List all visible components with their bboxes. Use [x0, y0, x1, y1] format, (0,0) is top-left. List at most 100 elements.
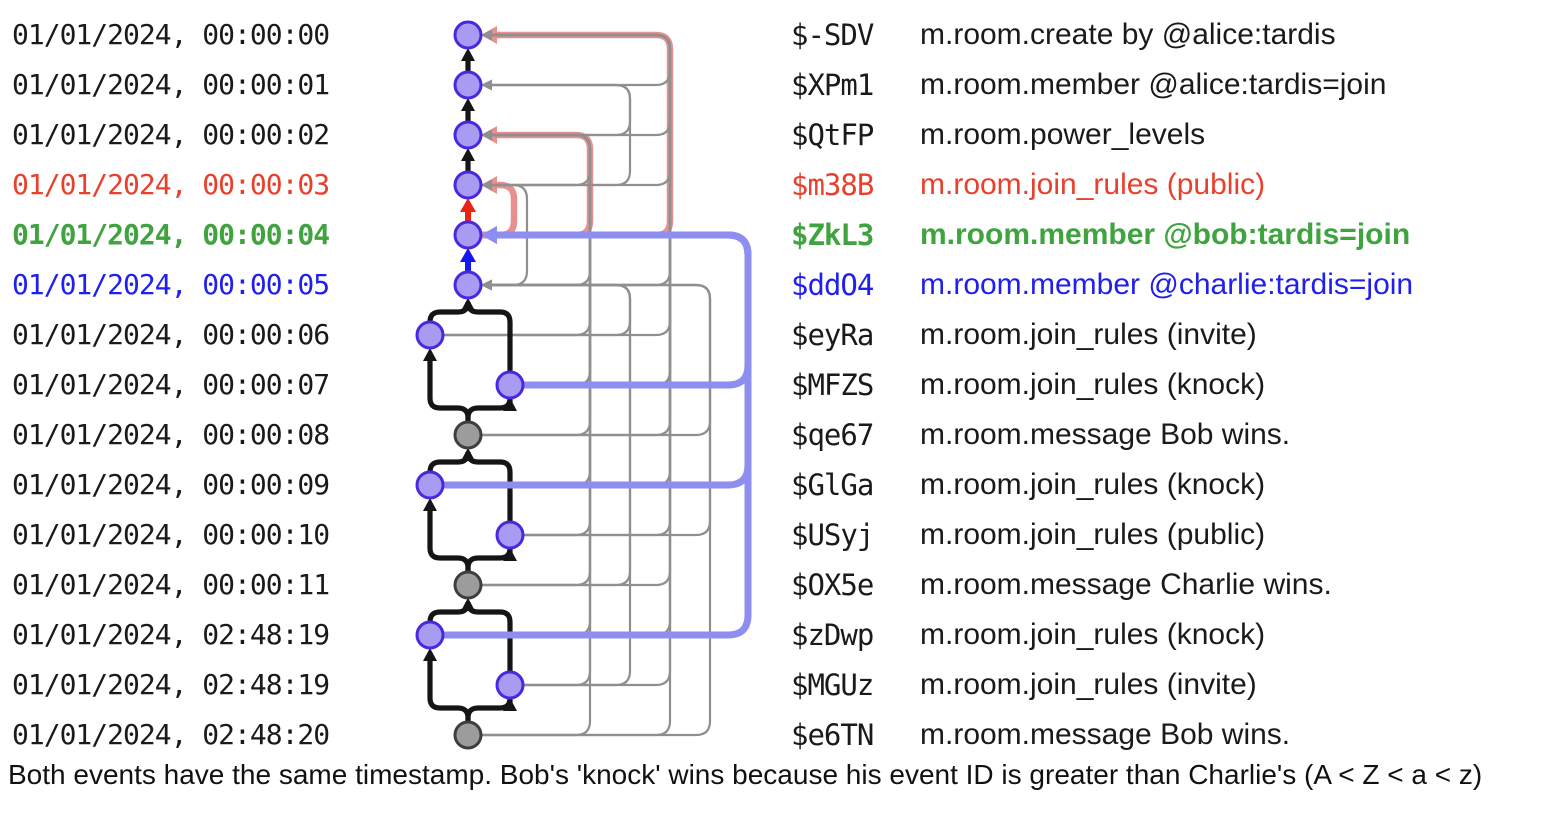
timestamp-14: 01/01/2024, 02:48:19 — [12, 668, 330, 701]
auth-edge-$m38B-to-$QtFP — [481, 133, 592, 187]
caption: Both events have the same timestamp. Bob… — [8, 759, 1483, 790]
prev-edge-$zDwp-to-$OX5e — [427, 601, 471, 623]
dag-node-$MGUz[interactable] — [495, 670, 525, 700]
timestamp-10: 01/01/2024, 00:00:09 — [12, 468, 330, 501]
dag-node-$qe67[interactable] — [453, 420, 483, 450]
event-id-14[interactable]: $MGUz — [791, 668, 874, 702]
dag-node-$QtFP[interactable] — [453, 120, 483, 150]
prev-edge-$e6TN-to-$zDwp-arrowhead — [423, 648, 437, 661]
prev-edge-$qe67-to-$eyRa-arrowhead — [423, 348, 437, 361]
auth-edge-$e6TN-to-$QtFP-arrowhead — [481, 129, 492, 141]
dag-nodes — [415, 20, 525, 750]
prev-edges — [423, 48, 517, 722]
timestamp-12: 01/01/2024, 00:00:11 — [12, 568, 330, 601]
auth-edge-$ZkL3-to-$m38B — [481, 181, 518, 239]
timestamp-9: 01/01/2024, 00:00:08 — [12, 418, 330, 451]
event-label-3: m.room.power_levels — [920, 118, 1206, 151]
event-id-8[interactable]: $MFZS — [791, 368, 874, 402]
auth-edges-highlight-pink — [481, 26, 674, 239]
dag-node-$m38B[interactable] — [453, 170, 483, 200]
event-label-7: m.room.join_rules (invite) — [920, 318, 1257, 351]
prev-edge-$MGUz-to-$OX5e-arrowhead — [461, 598, 475, 611]
event-id-3[interactable]: $QtFP — [791, 118, 874, 152]
timestamp-3: 01/01/2024, 00:00:02 — [12, 118, 330, 151]
event-label-13: m.room.join_rules (knock) — [920, 618, 1266, 651]
dag-node-$XPm1[interactable] — [453, 70, 483, 100]
dag-node-$OX5e[interactable] — [453, 570, 483, 600]
prev-edge-$USyj-to-$qe67-arrowhead — [461, 448, 475, 461]
prev-edge-$qe67-to-$eyRa — [427, 359, 471, 422]
timestamp-2: 01/01/2024, 00:00:01 — [12, 68, 330, 101]
timestamp-6: 01/01/2024, 00:00:05 — [12, 268, 330, 301]
event-label-2: m.room.member @alice:tardis=join — [920, 68, 1387, 101]
auth-edge-$USyj-to-$ddO4 — [490, 283, 712, 537]
event-id-13[interactable]: $zDwp — [791, 618, 874, 652]
timestamp-8: 01/01/2024, 00:00:07 — [12, 368, 330, 401]
auth-edge-$m38B-to-$XPm1 — [481, 83, 632, 187]
event-id-11[interactable]: $USyj — [791, 518, 874, 552]
event-id-6[interactable]: $ddO4 — [791, 268, 874, 302]
dag-node-$-SDV[interactable] — [453, 20, 483, 50]
auth-edges — [443, 29, 712, 737]
prev-edge-$qe67-to-$MFZS-arrowhead — [503, 398, 517, 411]
auth-edge-$zDwp-to-$ZkL3-arrowhead — [481, 226, 497, 244]
event-label-6: m.room.member @charlie:tardis=join — [920, 268, 1414, 301]
timestamp-13: 01/01/2024, 02:48:19 — [12, 618, 330, 651]
auth-edge-$QtFP-to-$XPm1 — [481, 83, 632, 137]
event-label-10: m.room.join_rules (knock) — [920, 468, 1266, 501]
auth-edge-$ddO4-to-$m38B-arrowhead — [481, 179, 492, 191]
event-label-14: m.room.join_rules (invite) — [920, 668, 1257, 701]
dag-node-$e6TN[interactable] — [453, 720, 483, 750]
prev-edge-$OX5e-to-$USyj-arrowhead — [503, 548, 517, 561]
dag-node-$ZkL3[interactable] — [453, 220, 483, 250]
event-id-12[interactable]: $OX5e — [791, 568, 874, 602]
auth-edge-$XPm1-to-$-SDV — [481, 33, 672, 87]
prev-edge-$e6TN-to-$zDwp — [427, 659, 471, 722]
event-label-5: m.room.member @bob:tardis=join — [920, 218, 1411, 251]
event-id-2[interactable]: $XPm1 — [791, 68, 874, 102]
prev-edge-$OX5e-to-$GlGa-arrowhead — [423, 498, 437, 511]
auth-edge-$qe67-to-$ddO4 — [481, 283, 712, 437]
event-id-7[interactable]: $eyRa — [791, 318, 874, 352]
timestamp-11: 01/01/2024, 00:00:10 — [12, 518, 330, 551]
timestamp-7: 01/01/2024, 00:00:06 — [12, 318, 330, 351]
auth-edge-$ddO4-to-$-SDV — [481, 33, 672, 287]
dag-node-$ddO4[interactable] — [453, 270, 483, 300]
prev-edge-$OX5e-to-$GlGa — [427, 509, 471, 572]
event-id-4[interactable]: $m38B — [791, 168, 874, 202]
dag-node-$USyj[interactable] — [495, 520, 525, 550]
event-id-5[interactable]: $ZkL3 — [791, 218, 874, 252]
auth-edge-$e6TN-to-$ddO4 — [481, 283, 712, 737]
auth-edge-$OX5e-to-$QtFP — [481, 133, 592, 587]
timestamp-1: 01/01/2024, 00:00:00 — [12, 18, 330, 51]
dag-node-$zDwp[interactable] — [415, 620, 445, 650]
timestamp-5: 01/01/2024, 00:00:04 — [12, 218, 330, 251]
prev-edge-$ddO4-to-$ZkL3-arrowhead — [460, 248, 476, 262]
prev-edge-$XPm1-to-$-SDV-arrowhead — [461, 48, 475, 61]
auth-edge-$MFZS-to-$QtFP — [490, 133, 592, 387]
event-id-15[interactable]: $e6TN — [791, 718, 874, 752]
event-id-1[interactable]: $-SDV — [791, 18, 874, 52]
prev-edge-$eyRa-to-$ddO4 — [427, 301, 471, 323]
dag-node-$GlGa[interactable] — [415, 470, 445, 500]
auth-edge-$zDwp-to-$ZkL3 — [443, 231, 752, 639]
prev-edge-$MFZS-to-$ddO4 — [465, 301, 513, 372]
event-label-1: m.room.create by @alice:tardis — [920, 18, 1336, 51]
event-label-9: m.room.message Bob wins. — [920, 418, 1291, 451]
event-label-11: m.room.join_rules (public) — [920, 518, 1266, 551]
auth-edge-$GlGa-to-$ZkL3 — [443, 231, 752, 489]
prev-edge-$e6TN-to-$MGUz-arrowhead — [503, 698, 517, 711]
event-id-9[interactable]: $qe67 — [791, 418, 874, 452]
event-label-4: m.room.join_rules (public) — [920, 168, 1266, 201]
event-id-10[interactable]: $GlGa — [791, 468, 874, 502]
auth-edge-$e6TN-to-$ddO4-arrowhead — [481, 279, 492, 291]
auth-edge-$m38B-to-$XPm1-arrowhead — [481, 79, 492, 91]
auth-edge-$e6TN-to-$-SDV-arrowhead — [481, 29, 492, 41]
auth-edge-$ddO4-to-$QtFP — [481, 133, 592, 287]
auth-edges-highlight-lavender — [443, 226, 752, 639]
dag-node-$MFZS[interactable] — [495, 370, 525, 400]
dag-node-$eyRa[interactable] — [415, 320, 445, 350]
prev-edge-$MFZS-to-$ddO4-arrowhead — [461, 298, 475, 311]
